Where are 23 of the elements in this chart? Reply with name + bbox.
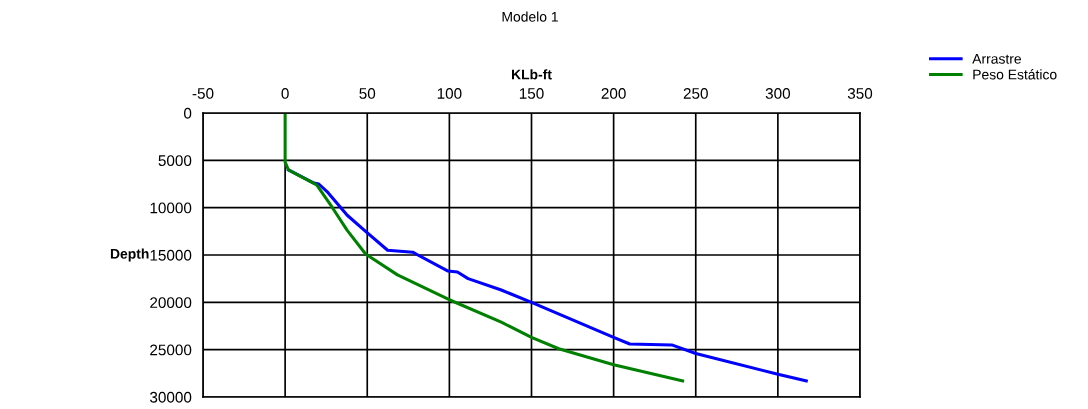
- y-tick-label: 25000: [150, 344, 192, 356]
- x-tick-label: 100: [437, 88, 462, 99]
- y-axis-title: Depth: [110, 248, 149, 262]
- x-tick-label: 350: [847, 88, 873, 99]
- x-tick-label: 0: [281, 88, 289, 99]
- x-tick-label: 50: [359, 88, 376, 99]
- y-tick-label: 15000: [150, 249, 192, 261]
- y-tick-label: 5000: [158, 155, 192, 167]
- x-tick-label: 300: [765, 88, 791, 99]
- x-axis-title: KLb-ft: [511, 69, 552, 80]
- x-tick-label: -50: [192, 88, 214, 99]
- y-tick-label: 30000: [149, 391, 192, 403]
- y-tick-label: 0: [183, 107, 192, 119]
- y-tick-label: 20000: [150, 297, 192, 309]
- y-tick-label: 10000: [150, 202, 192, 214]
- legend-label: Peso Estático: [973, 69, 1057, 80]
- x-tick-label: 150: [519, 88, 544, 99]
- legend-label: Arrastre: [972, 54, 1021, 64]
- x-tick-label: 200: [601, 88, 626, 99]
- x-tick-label: 250: [683, 88, 708, 99]
- line-series: [283, 113, 685, 383]
- chart-title: Modelo 1: [502, 11, 558, 22]
- line-series: [286, 168, 808, 383]
